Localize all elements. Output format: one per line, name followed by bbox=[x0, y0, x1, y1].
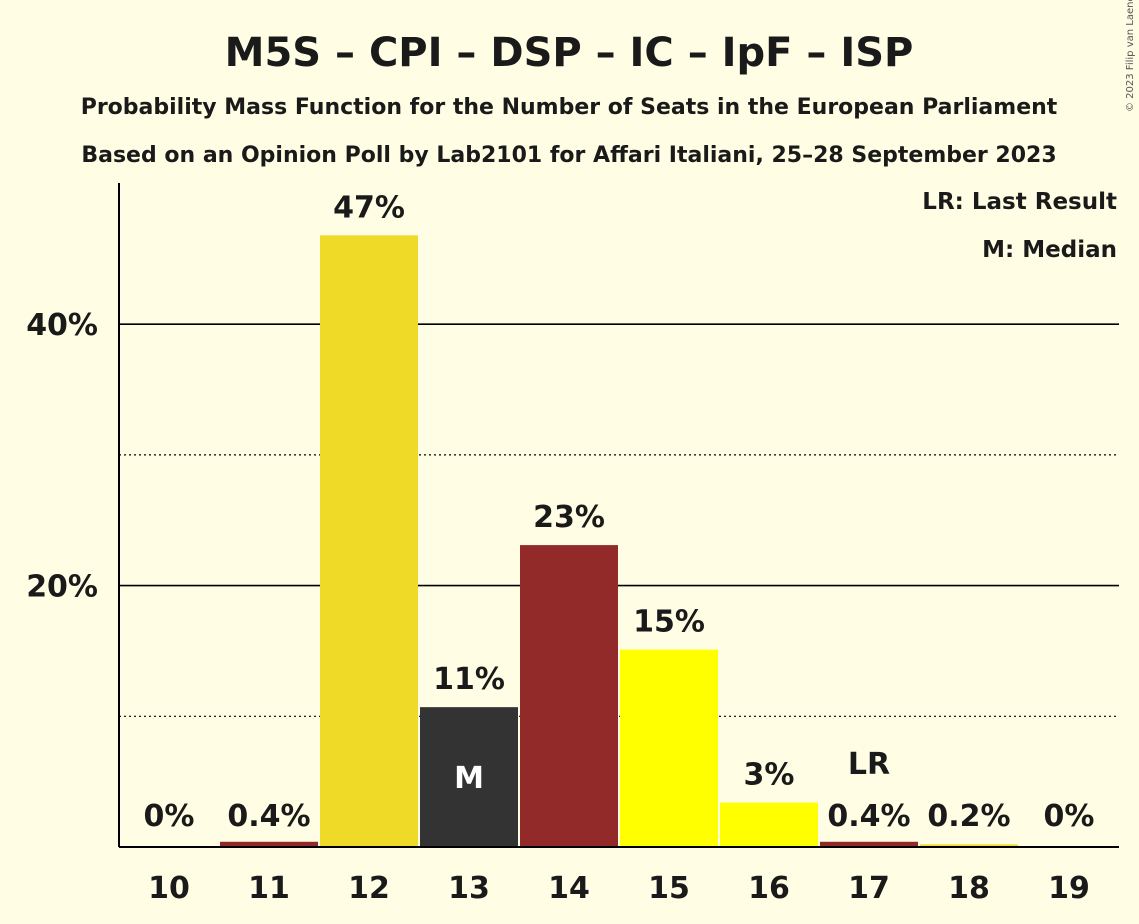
last-result-marker: LR bbox=[848, 747, 890, 782]
bar-16 bbox=[720, 802, 818, 847]
data-label-13: 11% bbox=[433, 662, 505, 697]
x-tick-label-15: 15 bbox=[648, 871, 690, 906]
data-label-16: 3% bbox=[744, 758, 795, 793]
bar-18 bbox=[920, 844, 1018, 847]
chart-subtitle-2: Based on an Opinion Poll by Lab2101 for … bbox=[81, 143, 1056, 168]
x-tick-label-14: 14 bbox=[548, 871, 590, 906]
legend-median: M: Median bbox=[982, 237, 1117, 263]
bars bbox=[220, 235, 1018, 848]
y-tick-label-1: 40% bbox=[26, 308, 98, 343]
data-label-14: 23% bbox=[533, 500, 605, 535]
data-labels: 10 0% 11 0.4% 12 47% 13 11% M 14 23% 15 15% 16 3% 17 0.4… bbox=[144, 190, 1095, 906]
x-tick-label-10: 10 bbox=[148, 871, 190, 906]
data-label-11: 0.4% bbox=[227, 799, 310, 834]
axes bbox=[118, 183, 1119, 848]
data-label-19: 0% bbox=[1044, 799, 1095, 834]
median-marker: M bbox=[454, 761, 484, 796]
x-tick-label-16: 16 bbox=[748, 871, 790, 906]
legend-last-result: LR: Last Result bbox=[922, 189, 1117, 215]
x-tick-label-18: 18 bbox=[948, 871, 990, 906]
x-tick-label-17: 17 bbox=[848, 871, 890, 906]
bar-12 bbox=[320, 235, 418, 848]
x-tick-label-11: 11 bbox=[248, 871, 290, 906]
data-label-12: 47% bbox=[333, 190, 405, 225]
data-label-10: 0% bbox=[144, 799, 195, 834]
x-tick-label-12: 12 bbox=[348, 871, 390, 906]
bar-14 bbox=[520, 545, 618, 847]
bar-11 bbox=[220, 841, 318, 847]
bar-15 bbox=[620, 649, 718, 847]
bar-13 bbox=[420, 707, 518, 847]
bar-17 bbox=[820, 841, 918, 847]
data-label-17: 0.4% bbox=[827, 799, 910, 834]
data-label-18: 0.2% bbox=[927, 799, 1010, 834]
data-label-15: 15% bbox=[633, 605, 705, 640]
chart-title: M5S – CPI – DSP – IC – IpF – ISP bbox=[225, 30, 914, 76]
chart-subtitle-1: Probability Mass Function for the Number… bbox=[81, 95, 1058, 120]
gridlines: 20% 40% bbox=[26, 308, 1119, 717]
copyright-notice: © 2023 Filip van Laenen bbox=[1125, 0, 1136, 112]
x-tick-label-13: 13 bbox=[448, 871, 490, 906]
x-tick-label-19: 19 bbox=[1048, 871, 1090, 906]
y-tick-label-0: 20% bbox=[26, 570, 98, 605]
